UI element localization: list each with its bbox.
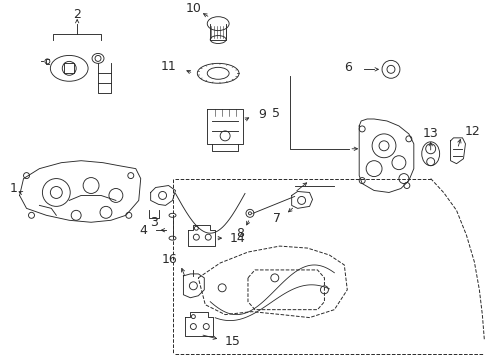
Text: 2: 2 bbox=[73, 8, 81, 21]
Text: 16: 16 bbox=[162, 253, 177, 266]
Text: 13: 13 bbox=[422, 127, 438, 140]
Text: 10: 10 bbox=[185, 2, 201, 15]
Text: 7: 7 bbox=[272, 212, 280, 225]
Text: 14: 14 bbox=[230, 231, 245, 245]
Text: 3: 3 bbox=[149, 216, 157, 229]
Text: 11: 11 bbox=[161, 60, 176, 73]
Text: 15: 15 bbox=[224, 335, 241, 348]
Text: 5: 5 bbox=[271, 107, 279, 120]
Text: 4: 4 bbox=[140, 224, 147, 237]
Text: 1: 1 bbox=[10, 182, 18, 195]
Text: 6: 6 bbox=[344, 61, 351, 74]
Text: 8: 8 bbox=[236, 227, 244, 240]
Text: 12: 12 bbox=[464, 125, 479, 138]
Text: 9: 9 bbox=[257, 108, 265, 121]
